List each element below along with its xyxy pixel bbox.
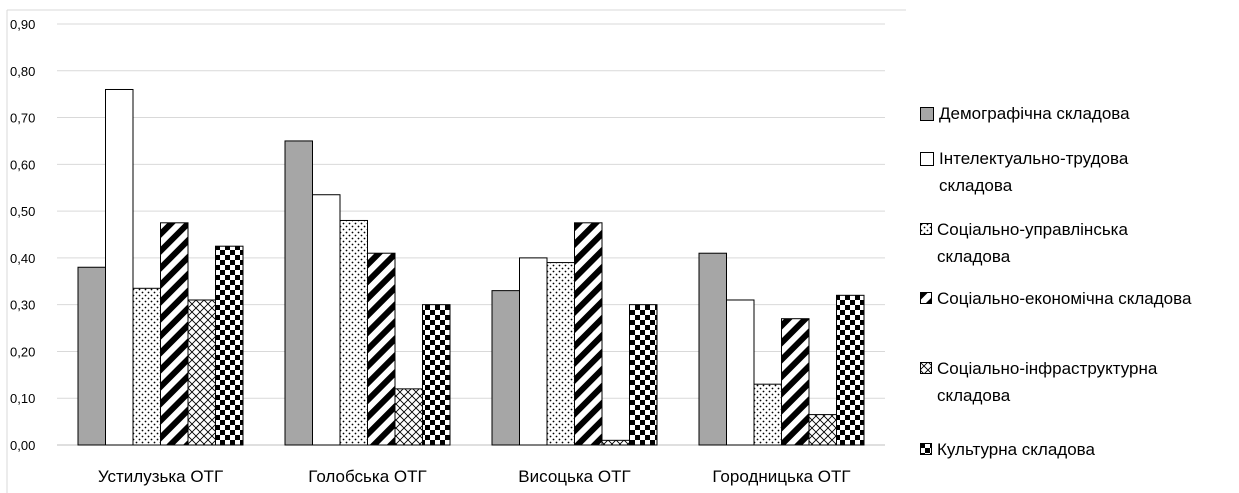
legend-item-intellectual: Інтелектуально-трудова складова — [920, 145, 1199, 199]
x-category-label: Городницька ОТГ — [712, 467, 850, 486]
bar — [781, 318, 810, 446]
legend-swatch-social-economic — [920, 292, 932, 304]
bar — [77, 266, 106, 446]
legend-label: Соціально-управлінська складова — [937, 220, 1128, 266]
bar — [284, 140, 313, 446]
bar — [836, 294, 865, 446]
legend-item-social-economic: Соціально-економічна складова — [920, 285, 1197, 312]
y-tick-label: 0,10 — [10, 391, 35, 406]
bar — [367, 252, 396, 446]
y-tick-label: 0,90 — [10, 17, 35, 32]
bar — [187, 299, 216, 446]
bar — [491, 290, 520, 446]
legend-label: Демографічна складова — [939, 104, 1130, 123]
x-category-label: Устилузька ОТГ — [98, 467, 223, 486]
legend-swatch-demographic — [920, 107, 934, 121]
y-tick-label: 0,40 — [10, 251, 35, 266]
bar — [629, 304, 658, 446]
bar — [698, 252, 727, 446]
bar — [105, 88, 134, 446]
x-axis-categories: Устилузька ОТГ Голобська ОТГ Висоцька ОТГ Г… — [98, 467, 851, 486]
legend-swatch-cultural — [920, 443, 932, 455]
legend-label: Культурна складова — [937, 440, 1095, 459]
y-tick-label: 0,70 — [10, 111, 35, 126]
bar — [519, 257, 548, 446]
legend-item-cultural: Культурна складова — [920, 436, 1197, 463]
y-tick-label: 0,50 — [10, 204, 35, 219]
legend-swatch-social-management — [920, 223, 932, 235]
bar — [546, 262, 575, 446]
bar — [808, 414, 837, 446]
bar — [601, 439, 630, 446]
legend-item-social-management: Соціально-управлінська складова — [920, 216, 1197, 270]
bar — [574, 222, 603, 446]
bar — [160, 222, 189, 446]
y-tick-label: 0,30 — [10, 298, 35, 313]
bar — [312, 194, 341, 446]
chart: 0,00 0,10 0,20 0,30 0,40 0,50 0,60 0,70 0,80 0,90… — [6, 9, 906, 493]
legend-label: Соціально-економічна складова — [937, 289, 1192, 308]
legend-item-social-infrastructure: Соціально-інфраструктурна складова — [920, 355, 1197, 409]
x-category-label: Голобська ОТГ — [308, 467, 426, 486]
legend: Демографічна складова Інтелектуально-тру… — [906, 0, 1236, 493]
legend-label: Соціально-інфраструктурна складова — [937, 359, 1158, 405]
bar — [339, 219, 368, 446]
y-tick-label: 0,00 — [10, 438, 35, 453]
legend-swatch-intellectual — [920, 152, 934, 166]
x-category-label: Висоцька ОТГ — [518, 467, 630, 486]
bars — [77, 88, 865, 446]
legend-item-demographic: Демографічна складова — [920, 100, 1199, 127]
bar — [132, 287, 161, 446]
y-axis-ticks: 0,00 0,10 0,20 0,30 0,40 0,50 0,60 0,70 0,80 0,90 — [10, 17, 35, 453]
legend-label: Інтелектуально-трудова складова — [939, 149, 1129, 195]
y-tick-label: 0,20 — [10, 344, 35, 359]
bar — [394, 388, 423, 446]
y-tick-label: 0,80 — [10, 64, 35, 79]
bar — [753, 383, 782, 446]
bar — [726, 299, 755, 446]
bar — [422, 304, 451, 446]
y-tick-label: 0,60 — [10, 157, 35, 172]
legend-swatch-social-infrastructure — [920, 362, 932, 374]
bar — [215, 245, 244, 446]
